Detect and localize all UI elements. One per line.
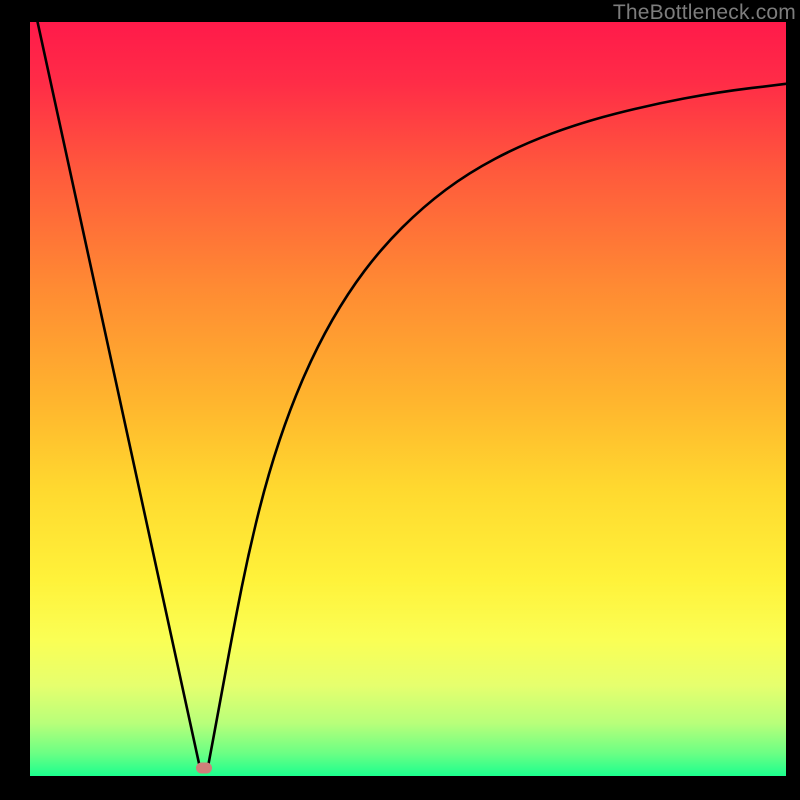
plot-area	[30, 22, 786, 776]
watermark-label: TheBottleneck.com	[613, 0, 800, 23]
frame-border-bottom	[0, 776, 800, 800]
bottleneck-curve-path	[38, 22, 786, 768]
frame-border-right	[786, 0, 800, 800]
curve-svg	[30, 22, 786, 776]
chart-frame: TheBottleneck.com	[0, 0, 800, 800]
minimum-marker	[196, 763, 212, 774]
frame-border-left	[0, 0, 30, 800]
